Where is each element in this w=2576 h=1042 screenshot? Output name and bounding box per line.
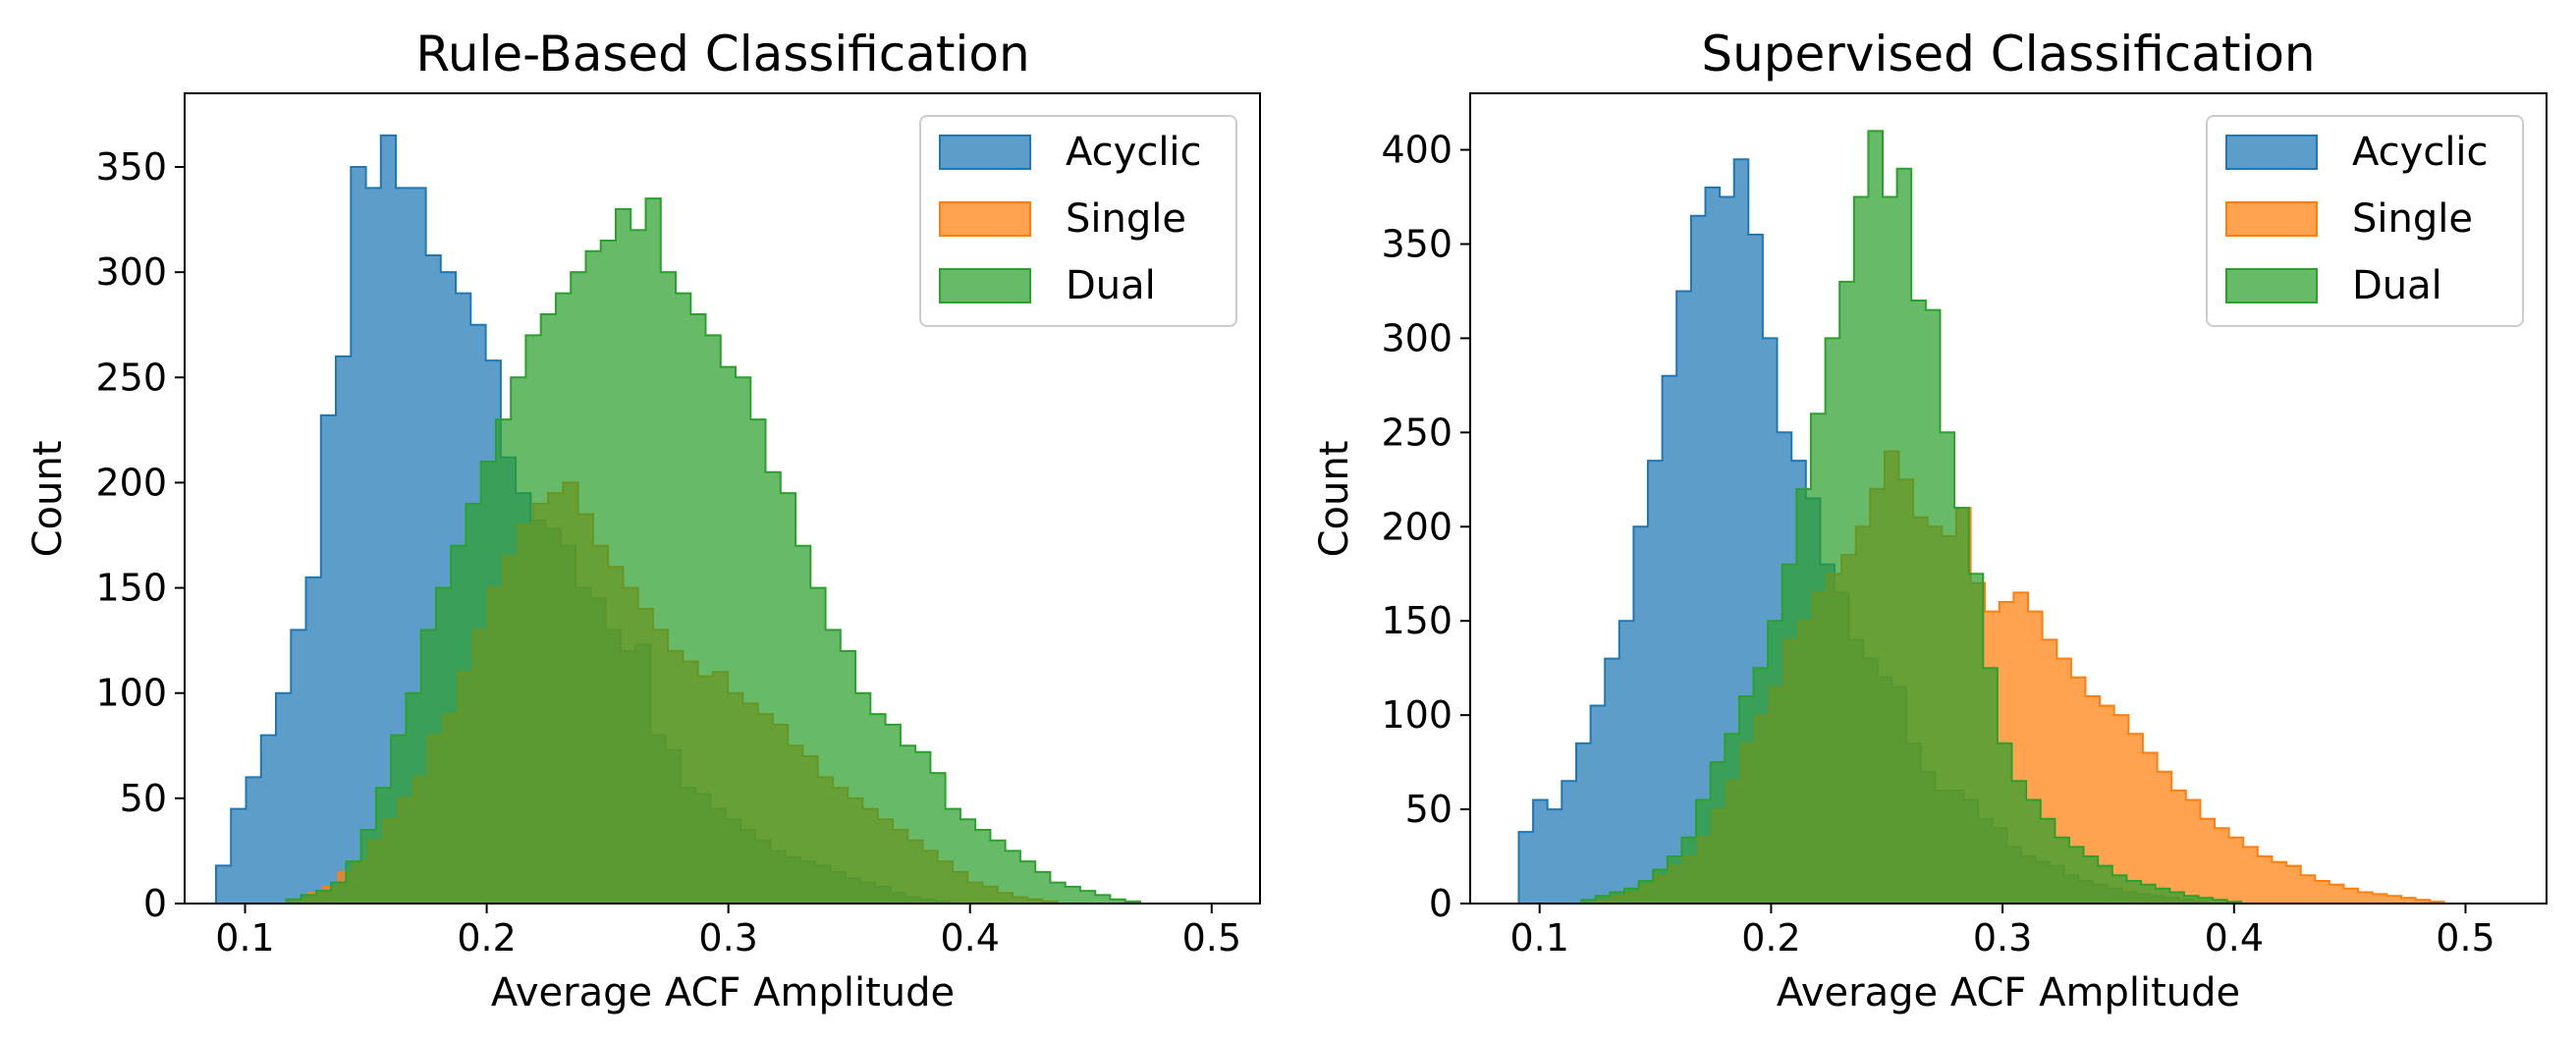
- x-tick-label: 0.2: [1741, 916, 1800, 960]
- x-tick-label: 0.4: [941, 916, 1000, 960]
- legend-swatch-dual: [939, 268, 1031, 303]
- x-tick-label: 0.2: [457, 916, 516, 960]
- x-axis-label-rule-based: Average ACF Amplitude: [491, 970, 955, 1015]
- y-tick-label: 350: [1381, 222, 1452, 265]
- legend-swatch-dual: [2225, 268, 2318, 303]
- y-tick-label: 150: [95, 567, 167, 610]
- y-axis-label-rule-based: Count: [26, 441, 71, 558]
- legend-label-single: Single: [1066, 196, 1186, 242]
- legend: Acyclic Single Dual: [919, 115, 1237, 327]
- y-tick-label: 400: [1381, 129, 1452, 172]
- y-tick-label: 0: [143, 882, 167, 925]
- legend: Acyclic Single Dual: [2206, 115, 2524, 327]
- x-tick-label: 0.4: [2205, 916, 2264, 960]
- y-tick-label: 0: [1429, 882, 1452, 925]
- chart-title-supervised: Supervised Classification: [1701, 26, 2315, 82]
- y-tick-label: 150: [1381, 599, 1452, 642]
- legend-swatch-acyclic: [2225, 135, 2318, 170]
- legend-label-dual: Dual: [2352, 263, 2442, 308]
- legend-swatch-acyclic: [939, 135, 1031, 170]
- y-tick-label: 350: [95, 145, 167, 189]
- legend-label-acyclic: Acyclic: [1066, 130, 1202, 175]
- axes-frame: [184, 92, 1261, 905]
- legend-label-dual: Dual: [1066, 263, 1156, 308]
- y-tick-label: 100: [1381, 693, 1452, 737]
- histogram-panel-rule-based: 0.1 0.2 0.3 0.4 0.5 0 50 100 150 200 250 300 350 Acyc…: [95, 92, 1261, 960]
- y-tick-label: 50: [120, 777, 167, 820]
- y-tick-label: 100: [95, 672, 167, 715]
- x-tick-label: 0.5: [1182, 916, 1241, 960]
- y-tick-label: 200: [1381, 505, 1452, 548]
- axes-frame: [1469, 92, 2548, 905]
- chart-title-rule-based: Rule-Based Classification: [415, 26, 1029, 82]
- legend-swatch-single: [939, 201, 1031, 237]
- x-tick-label: 0.1: [215, 916, 274, 960]
- y-axis-label-supervised: Count: [1312, 441, 1357, 558]
- x-tick-label: 0.3: [1973, 916, 2032, 960]
- legend-label-single: Single: [2352, 196, 2473, 242]
- y-tick-label: 300: [95, 250, 167, 294]
- y-tick-label: 50: [1405, 788, 1452, 831]
- legend-swatch-single: [2225, 201, 2318, 237]
- x-tick-label: 0.1: [1509, 916, 1568, 960]
- legend-label-acyclic: Acyclic: [2352, 130, 2489, 175]
- y-tick-label: 250: [1381, 411, 1452, 454]
- x-tick-label: 0.5: [2436, 916, 2494, 960]
- x-axis-label-supervised: Average ACF Amplitude: [1777, 970, 2240, 1015]
- y-tick-label: 250: [95, 356, 167, 399]
- y-tick-label: 300: [1381, 316, 1452, 359]
- y-tick-label: 200: [95, 461, 167, 504]
- histogram-panel-supervised: 0.1 0.2 0.3 0.4 0.5 0 50 100 150 200 250 300 350 400 A…: [1381, 92, 2548, 960]
- histogram-dual-rule-based: [285, 197, 1156, 905]
- histogram-dual-supervised: [1580, 130, 2256, 905]
- x-tick-label: 0.3: [698, 916, 757, 960]
